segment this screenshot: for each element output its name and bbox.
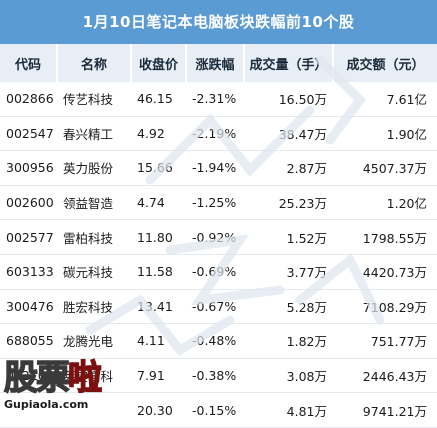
column-header-volume: 成交量（手） xyxy=(244,44,334,82)
cell-amount: 751.77万 xyxy=(333,323,437,359)
cell-change: -0.67% xyxy=(186,289,244,325)
column-header-code: 代码 xyxy=(0,44,58,82)
cell-close: 20.30 xyxy=(131,392,186,428)
column-header-change: 涨跌幅 xyxy=(186,44,245,82)
table-header-row: 代码 名称 收盘价 涨跌幅 成交量（手） 成交额（元） xyxy=(0,44,437,82)
cell-amount: 4420.73万 xyxy=(333,254,437,290)
cell-change: -1.25% xyxy=(186,185,244,221)
cell-code: 300476 xyxy=(0,289,57,325)
cell-close: 11.58 xyxy=(131,254,186,290)
cell-change: -0.38% xyxy=(186,358,244,394)
cell-code: 688055 xyxy=(0,323,57,359)
cell-amount: 1.20亿 xyxy=(333,185,437,221)
table-row: 300476 胜宏科技 13.41 -0.67% 5.28万 7108.29万 xyxy=(0,289,437,325)
page-title: 1月10日笔记本电脑板块跌幅前10个股 xyxy=(0,0,437,44)
column-header-close: 收盘价 xyxy=(131,44,187,82)
table-row: 300956 英力股份 15.66 -1.94% 2.87万 4507.37万 xyxy=(0,150,437,186)
column-header-amount: 成交额（元） xyxy=(333,44,437,82)
cell-close: 7.91 xyxy=(131,358,186,394)
cell-volume: 3.77万 xyxy=(244,254,333,290)
cell-close: 13.41 xyxy=(131,289,186,325)
cell-amount: 1798.55万 xyxy=(333,219,437,255)
cell-volume: 38.47万 xyxy=(244,116,333,152)
table-row: 002577 雷柏科技 11.80 -0.92% 1.52万 1798.55万 xyxy=(0,219,437,255)
cell-volume: 5.28万 xyxy=(244,289,333,325)
cell-amount: 1.90亿 xyxy=(333,116,437,152)
cell-volume: 2.87万 xyxy=(244,150,333,186)
cell-name: 莱宝高科 xyxy=(57,358,131,394)
cell-change: -0.15% xyxy=(186,392,244,428)
site-logo: 股票啦 Gupiaola.com xyxy=(2,357,122,416)
cell-volume: 1.82万 xyxy=(244,323,333,359)
cell-volume: 1.52万 xyxy=(244,219,333,255)
cell-change: -0.69% xyxy=(186,254,244,290)
cell-close: 4.11 xyxy=(131,323,186,359)
cell-close: 4.74 xyxy=(131,185,186,221)
cell-code: 002866 xyxy=(0,82,57,117)
cell-code: 002600 xyxy=(0,185,57,221)
cell-name: 春兴精工 xyxy=(57,116,131,152)
cell-amount: 7.61亿 xyxy=(333,82,437,117)
cell-name: 领益智造 xyxy=(57,185,131,221)
cell-change: -0.48% xyxy=(186,323,244,359)
cell-volume: 25.23万 xyxy=(244,185,333,221)
cell-change: -1.94% xyxy=(186,150,244,186)
logo-wordmark: 股票啦 xyxy=(3,357,103,399)
cell-close: 11.80 xyxy=(131,219,186,255)
cell-close: 46.15 xyxy=(131,82,186,117)
table-row: 002547 春兴精工 4.92 -2.19% 38.47万 1.90亿 xyxy=(0,116,437,152)
cell-name: 胜宏科技 xyxy=(57,289,131,325)
cell-name: 碳元科技 xyxy=(57,254,131,290)
table-row: 603133 碳元科技 11.58 -0.69% 3.77万 4420.73万 xyxy=(0,254,437,290)
table-row: 002600 领益智造 4.74 -1.25% 25.23万 1.20亿 xyxy=(0,185,437,221)
cell-volume: 16.50万 xyxy=(244,82,333,117)
cell-volume: 4.81万 xyxy=(244,392,333,428)
cell-close: 15.66 xyxy=(131,150,186,186)
cell-name: 传艺科技 xyxy=(57,82,131,117)
cell-name: 龙腾光电 xyxy=(57,323,131,359)
cell-amount: 2446.43万 xyxy=(333,358,437,394)
cell-code: 603133 xyxy=(0,254,57,290)
cell-code: 002547 xyxy=(0,116,57,152)
table-row: 688055 龙腾光电 4.11 -0.48% 1.82万 751.77万 xyxy=(0,323,437,359)
cell-amount: 4507.37万 xyxy=(333,150,437,186)
cell-change: -2.31% xyxy=(186,82,244,117)
cell-code: 300956 xyxy=(0,150,57,186)
table-row: 002866 传艺科技 46.15 -2.31% 16.50万 7.61亿 xyxy=(0,82,437,117)
cell-amount: 7108.29万 xyxy=(333,289,437,325)
column-header-name: 名称 xyxy=(57,44,132,82)
cell-code: 002106 xyxy=(0,358,57,394)
cell-change: -2.19% xyxy=(186,116,244,152)
logo-url: Gupiaola.com xyxy=(2,398,91,412)
cell-volume: 3.08万 xyxy=(244,358,333,394)
cell-amount: 9741.21万 xyxy=(333,392,437,428)
cell-change: -0.92% xyxy=(186,219,244,255)
cell-code: 002577 xyxy=(0,219,57,255)
cell-name: 英力股份 xyxy=(57,150,131,186)
cell-name: 雷柏科技 xyxy=(57,219,131,255)
cell-close: 4.92 xyxy=(131,116,186,152)
table-row: 002106 莱宝高科 7.91 -0.38% 3.08万 2446.43万 xyxy=(0,358,437,394)
